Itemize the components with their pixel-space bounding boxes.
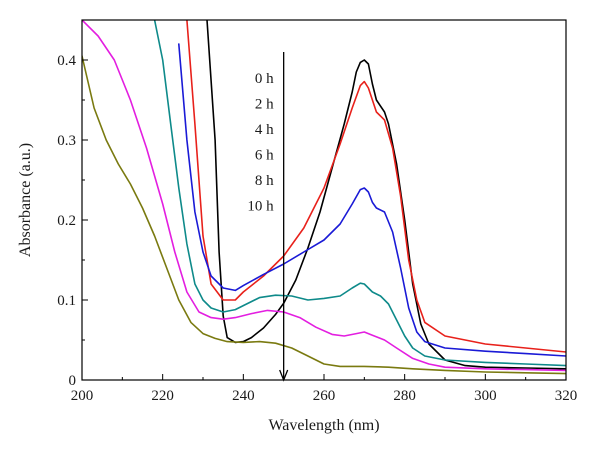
legend-label: 0 h	[255, 71, 274, 87]
series-line-10h	[82, 55, 566, 375]
ticks-layer: 200 220 240 260 280 300 320 0 0.1 0.2 0.3 0.4	[57, 19, 578, 404]
x-tick-label: 300	[474, 388, 497, 404]
series-line-4h	[178, 43, 566, 357]
legend-label: 6 h	[255, 148, 274, 164]
y-tick-label: 0.2	[57, 213, 76, 229]
x-tick-label: 220	[151, 388, 174, 404]
x-tick-label: 280	[393, 388, 416, 404]
y-tick-label: 0.4	[57, 53, 76, 69]
x-axis-title: Wavelength (nm)	[268, 417, 379, 434]
legend-label: 4 h	[255, 122, 274, 138]
y-axis-title: Absorbance (a.u.)	[17, 143, 34, 257]
arrow-layer	[279, 52, 289, 382]
x-tick-label: 240	[232, 388, 255, 404]
series-line-8h	[82, 20, 566, 372]
series-line-6h	[153, 20, 566, 367]
y-tick-label: 0.1	[57, 293, 76, 309]
x-tick-label: 320	[555, 388, 578, 404]
legend-label: 8 h	[255, 173, 274, 189]
legend-label: 2 h	[255, 97, 274, 113]
arrow-head-icon	[279, 369, 289, 382]
legend-label: 10 h	[247, 199, 274, 215]
series-line-2h	[186, 20, 566, 353]
y-tick-label: 0.3	[57, 133, 76, 149]
y-tick-label: 0	[69, 373, 77, 389]
legend-layer: 0 h 2 h 4 h 6 h 8 h 10 h	[247, 71, 274, 215]
x-tick-label: 260	[313, 388, 336, 404]
x-tick-label: 200	[71, 388, 94, 404]
series-layer	[82, 20, 566, 375]
